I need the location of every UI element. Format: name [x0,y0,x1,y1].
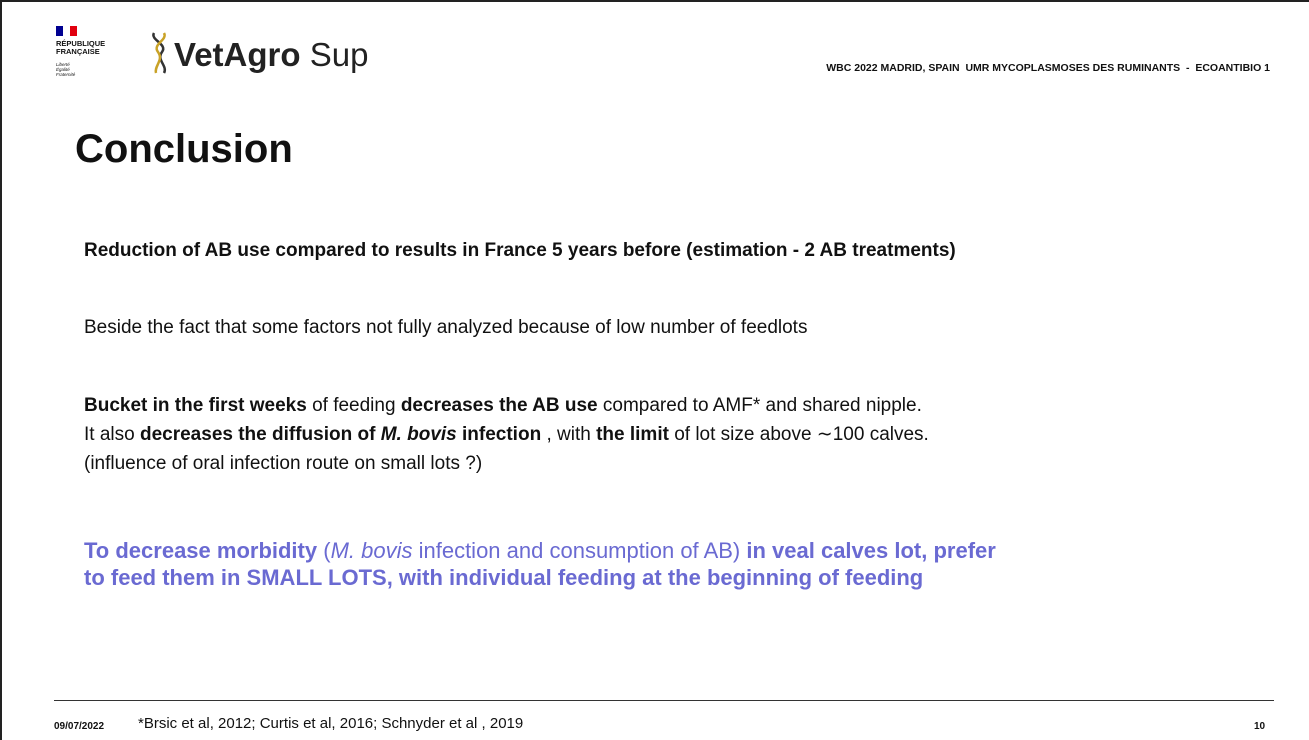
text-run: , with [541,424,597,445]
paragraph: To decrease morbidity (M. bovis infectio… [84,537,1014,591]
header-event: WBC 2022 MADRID, SPAIN UMR MYCOPLASMOSES… [826,62,1270,74]
paragraph: Bucket in the first weeks of feeding dec… [84,391,1264,478]
text-run: in veal calves lot, prefer to feed them … [84,538,1002,590]
text-run: Reduction of AB use compared to results … [84,240,956,261]
text-line: Beside the fact that some factors not fu… [84,313,1264,342]
text-line: To decrease morbidity (M. bovis infectio… [84,537,1014,591]
brand-suffix: Sup [309,36,369,73]
flag-icon [56,26,77,36]
text-run: M. bovis [380,424,457,445]
text-run: ( [317,538,331,563]
text-line: It also decreases the diffusion of M. bo… [84,420,1264,449]
page-number: 10 [1254,721,1266,732]
text-run: the limit [596,424,669,445]
paragraph: Reduction of AB use compared to results … [84,236,1264,265]
motto-line: Liberté [56,62,70,67]
text-run: infection [456,424,542,445]
text-run: decreases the diffusion of [139,424,381,445]
motto: Liberté Égalité Fraternité [56,62,75,77]
brand: VetAgro Sup [174,36,368,74]
text-run: Bucket in the first weeks [84,395,307,416]
text-run: compared to AMF* and shared nipple. [597,395,922,416]
republic-line: FRANÇAISE [56,47,100,56]
republic-label: RÉPUBLIQUE FRANÇAISE [56,40,105,56]
footer-rule [54,700,1274,701]
footer-date: 09/07/2022 [54,721,105,732]
republic-line: RÉPUBLIQUE [56,39,106,48]
text-run: Beside the fact that some factors not fu… [84,317,808,338]
paragraph: Beside the fact that some factors not fu… [84,313,1264,342]
text-run: (influence of oral infection route on sm… [84,453,483,474]
text-run: M. bovis [330,538,413,563]
vetagro-icon [152,32,167,74]
brand-name: VetAgro [174,36,301,73]
text-run: infection and consumption of AB) [412,538,747,563]
text-run: of lot size above ∼100 calves. [668,424,929,445]
footer-references: *Brsic et al, 2012; Curtis et al, 2016; … [138,715,524,732]
text-run: decreases the AB use [400,395,598,416]
text-line: Reduction of AB use compared to results … [84,236,1264,265]
text-run: To decrease morbidity [84,538,318,563]
text-run: of feeding [306,395,401,416]
motto-line: Égalité [56,67,70,72]
text-run: It also [84,424,140,445]
slide-title: Conclusion [75,127,293,171]
text-line: Bucket in the first weeks of feeding dec… [84,391,1264,420]
motto-line: Fraternité [56,72,76,77]
text-line: (influence of oral infection route on sm… [84,449,1264,478]
